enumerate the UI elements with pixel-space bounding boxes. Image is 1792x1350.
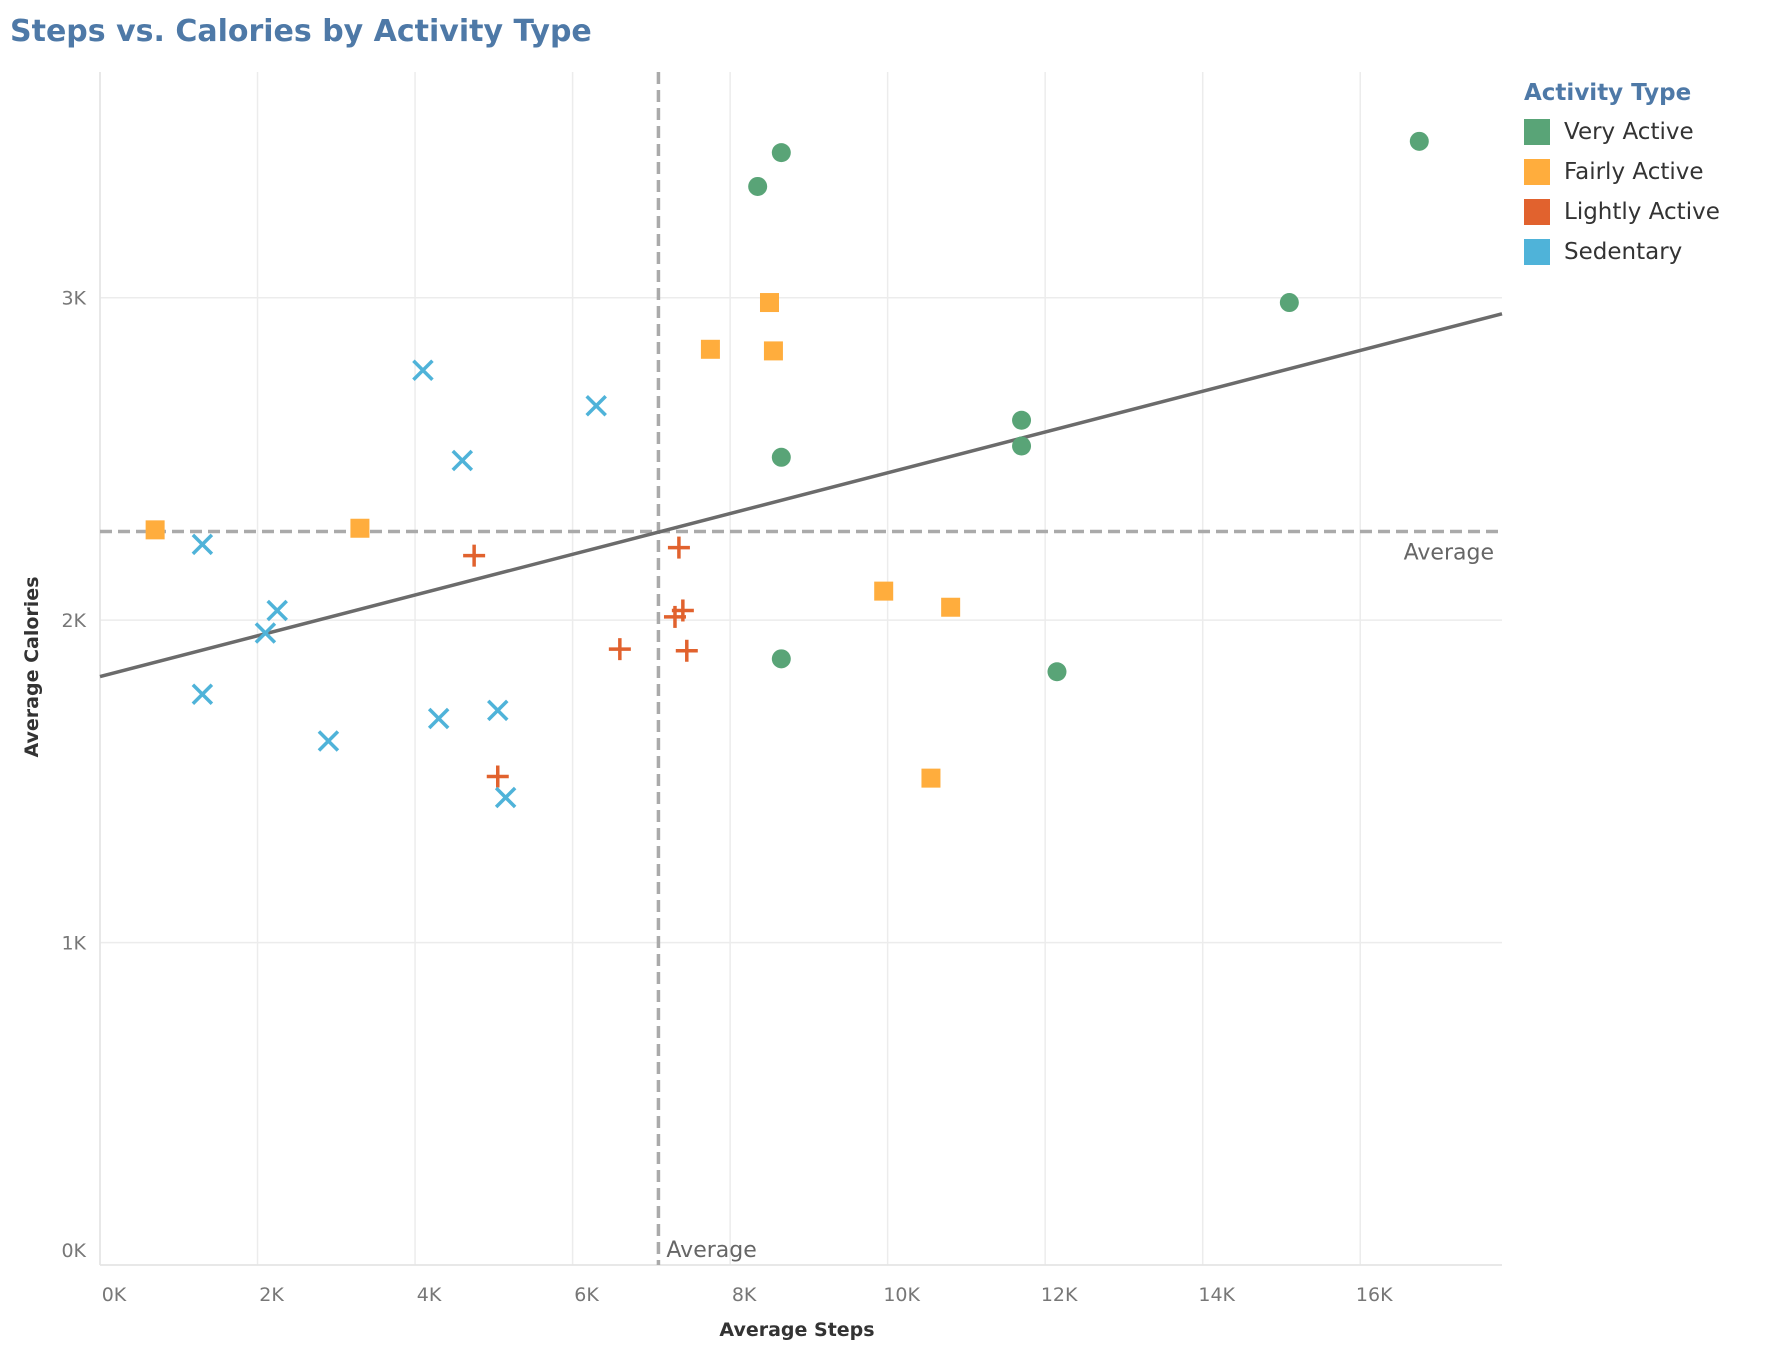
legend-item-sedentary[interactable]: Sedentary <box>1524 232 1720 272</box>
point-sedentary <box>191 533 214 556</box>
x-average-label: Average <box>666 1238 756 1263</box>
legend-item-fairly-active[interactable]: Fairly Active <box>1524 152 1720 192</box>
point-fairly-active <box>763 341 783 361</box>
data-points <box>145 131 1429 809</box>
grid <box>99 72 1502 1266</box>
point-sedentary <box>427 707 450 730</box>
point-sedentary <box>451 449 474 472</box>
x-tick-label: 6K <box>574 1284 599 1306</box>
point-very-active <box>1279 293 1299 313</box>
x-tick-label: 10K <box>883 1284 920 1306</box>
axis-ticks: 0K 2K 4K 6K 8K 10K 12K 14K 16K 0K 1K 2K 3K <box>61 288 1393 1306</box>
point-sedentary <box>494 786 517 809</box>
legend-item-very-active[interactable]: Very Active <box>1524 112 1720 152</box>
point-fairly-active <box>941 597 961 617</box>
point-fairly-active <box>145 520 165 540</box>
point-lightly-active <box>463 544 486 567</box>
point-lightly-active <box>608 638 631 661</box>
x-tick-label: 12K <box>1041 1284 1078 1306</box>
reference-lines: Average Average <box>100 72 1502 1265</box>
legend-item-lightly-active[interactable]: Lightly Active <box>1524 192 1720 232</box>
point-sedentary <box>487 699 509 722</box>
point-very-active <box>1012 410 1032 430</box>
point-fairly-active <box>759 293 779 313</box>
y-tick-label: 2K <box>61 610 86 632</box>
legend-label: Sedentary <box>1564 239 1683 265</box>
point-very-active <box>1047 662 1067 682</box>
point-sedentary <box>254 622 277 644</box>
point-sedentary <box>412 359 434 381</box>
y-tick-label: 3K <box>61 288 86 310</box>
legend-label: Very Active <box>1564 119 1694 145</box>
x-axis-title: Average Steps <box>719 1319 874 1341</box>
legend: Activity Type Very Active Fairly Active … <box>1524 80 1720 272</box>
point-lightly-active <box>486 765 509 788</box>
point-lightly-active <box>675 639 698 662</box>
point-very-active <box>1409 131 1429 151</box>
y-average-label: Average <box>1404 540 1494 565</box>
point-lightly-active <box>667 536 690 559</box>
x-tick-label: 4K <box>417 1284 442 1306</box>
point-very-active <box>771 143 791 163</box>
legend-swatch <box>1524 119 1550 145</box>
point-very-active <box>748 176 768 196</box>
y-tick-label: 1K <box>61 933 86 955</box>
y-tick-label: 0K <box>61 1240 86 1262</box>
point-sedentary <box>585 394 607 417</box>
trend-line <box>99 312 1503 679</box>
legend-label: Lightly Active <box>1564 199 1720 225</box>
legend-swatch <box>1524 159 1550 185</box>
x-tick-label: 0K <box>102 1284 127 1306</box>
point-sedentary <box>266 599 288 622</box>
y-axis-title: Average Calories <box>21 576 43 757</box>
point-fairly-active <box>700 339 720 359</box>
x-tick-label: 14K <box>1198 1284 1235 1306</box>
legend-swatch <box>1524 239 1550 265</box>
x-tick-label: 2K <box>259 1284 284 1306</box>
x-tick-label: 16K <box>1356 1284 1393 1306</box>
point-fairly-active <box>874 581 894 601</box>
point-sedentary <box>317 730 340 752</box>
legend-title: Activity Type <box>1524 80 1692 106</box>
point-very-active <box>1012 436 1032 456</box>
chart-title: Steps vs. Calories by Activity Type <box>10 14 592 49</box>
point-very-active <box>771 447 791 467</box>
legend-label: Fairly Active <box>1564 159 1704 185</box>
point-fairly-active <box>921 768 941 788</box>
x-tick-label: 8K <box>732 1284 757 1306</box>
legend-swatch <box>1524 199 1550 225</box>
point-lightly-active <box>663 605 686 628</box>
trend-line-group <box>99 312 1503 679</box>
point-sedentary <box>191 683 214 706</box>
point-very-active <box>771 649 791 669</box>
point-fairly-active <box>350 518 370 538</box>
